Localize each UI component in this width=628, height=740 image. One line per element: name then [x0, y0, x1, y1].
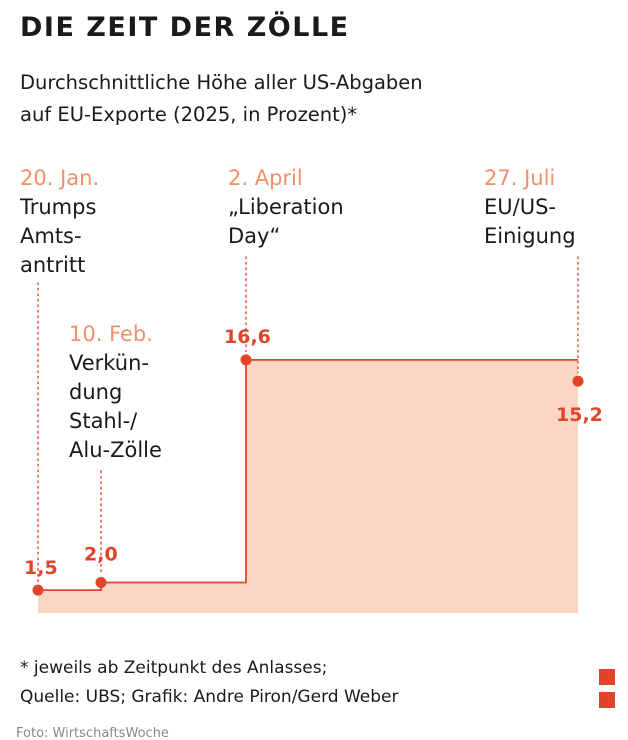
data-point-marker — [32, 584, 44, 596]
photo-credit: Foto: WirtschaftsWoche — [16, 726, 169, 740]
event-date-label: 20. Jan. — [20, 166, 99, 190]
event-description-line: Verkün- — [69, 351, 149, 375]
event-description-line: Amts- — [20, 224, 82, 248]
step-area-fill — [38, 359, 578, 613]
event-date-label: 27. Juli — [484, 166, 555, 190]
data-value-label: 15,2 — [556, 404, 603, 426]
data-value-label: 1,5 — [24, 557, 58, 579]
event-description-line: Alu-Zölle — [69, 438, 162, 462]
event-description-line: Trumps — [19, 195, 96, 219]
chart-subtitle-line-1: Durchschnittliche Höhe aller US-Abgaben — [20, 71, 423, 94]
brand-logo — [599, 669, 615, 708]
step-line — [38, 358, 578, 592]
chart-subtitle-line-2: auf EU-Exporte (2025, in Prozent)* — [20, 103, 357, 126]
event-description-line: Stahl-/ — [69, 409, 138, 433]
footnote-line-1: * jeweils ab Zeitpunkt des Anlasses; — [20, 658, 327, 678]
event-description-line: „Liberation — [228, 195, 344, 219]
event-description-line: dung — [69, 380, 122, 404]
data-value-label: 16,6 — [224, 326, 271, 348]
data-point-marker — [95, 577, 107, 588]
event-description-line: antritt — [20, 253, 85, 277]
event-date-label: 10. Feb. — [69, 322, 153, 346]
event-description-line: Day“ — [228, 224, 280, 248]
logo-square-bottom — [599, 692, 615, 708]
logo-square-top — [599, 669, 615, 685]
labels-layer: 1,5 2,0 16,6 15,2 20. Jan. Trumps Amts-antritt… — [19, 166, 603, 579]
event-date-label: 2. April — [228, 166, 303, 190]
marks-layer — [32, 256, 584, 596]
event-description-line: EU/US- — [484, 195, 556, 219]
chart-title: DIE ZEIT DER ZÖLLE — [20, 10, 350, 43]
data-point-marker — [240, 354, 252, 366]
data-value-label: 2,0 — [84, 544, 118, 566]
footnote-line-2: Quelle: UBS; Grafik: Andre Piron/Gerd We… — [20, 687, 398, 707]
event-description-line: Einigung — [484, 224, 576, 248]
data-point-marker — [572, 375, 584, 387]
plot-area — [38, 359, 578, 613]
